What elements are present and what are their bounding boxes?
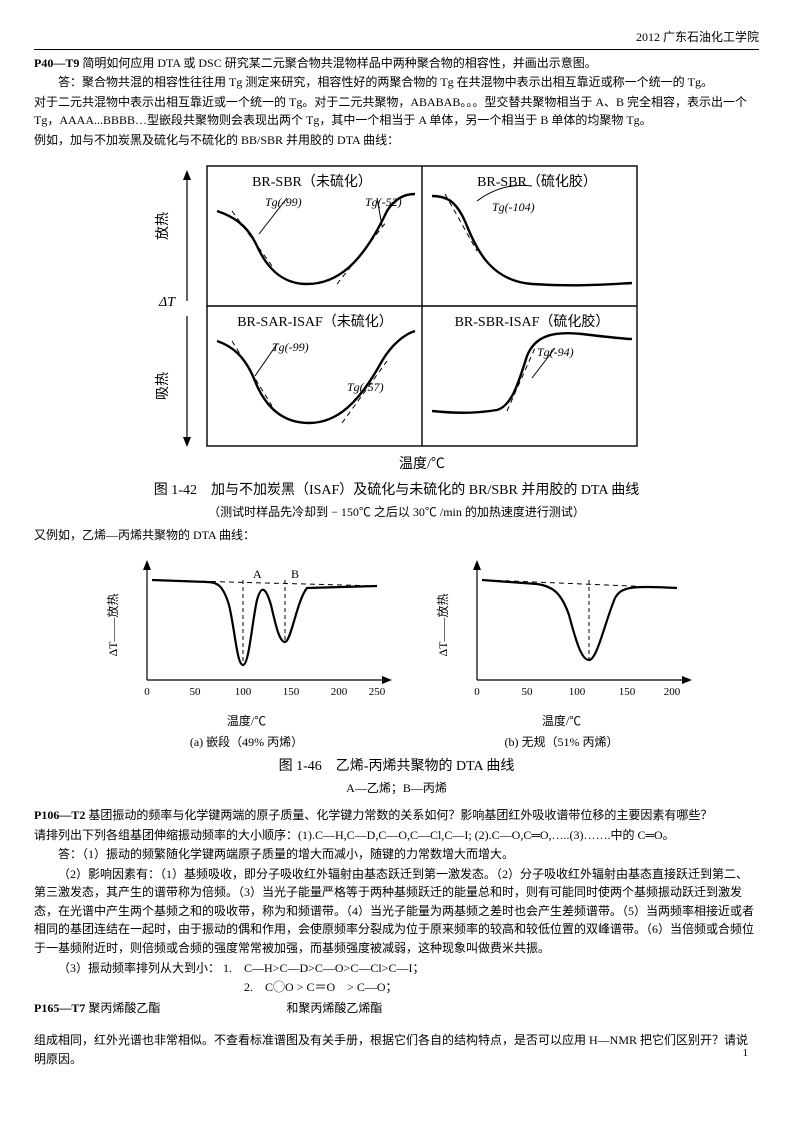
svg-text:100: 100 [568, 686, 585, 698]
fig42-y-bot: 吸热 [155, 372, 171, 400]
fig42-p2-title: BR-SBR（硫化胶） [477, 173, 597, 190]
q1-tag: P40—T9 [34, 56, 79, 70]
figure-1-46: 0 50 100 150 200 250 ΔT——放热 A B 温度/℃ (a)… [34, 550, 759, 751]
fig46-right-caption: (b) 无规（51% 丙烯） [427, 733, 697, 752]
q3-title-b: 和聚丙烯酸乙烯酯 [286, 1001, 382, 1015]
svg-text:100: 100 [234, 686, 251, 698]
q2-a3-1: 1. C—H>C—D>C—O>C—Cl>C—I； [223, 961, 424, 975]
fig42-xlabel: 温度/℃ [399, 456, 445, 472]
fig46-left-caption: (a) 嵌段（49% 丙烯） [97, 733, 397, 752]
q2-a3-lead: （3）振动频率排列从大到小： [34, 959, 220, 978]
fig46-sub: A—乙烯；B—丙烯 [34, 779, 759, 798]
fig46-caption: 图 1-46 乙烯-丙烯共聚物的 DTA 曲线 [34, 756, 759, 778]
fig46-right-xlabel: 温度/℃ [427, 712, 697, 731]
figure-1-42: 放热 ΔT 吸热 BR-SBR（未硫化） Tg(-99) Tg(-52) BR-… [34, 156, 759, 522]
page-header: 2012 广东石油化工学院 [34, 28, 759, 47]
q1-line: P40—T9 简明如何应用 DTA 或 DSC 研究某二元聚合物共混物样品中两种… [34, 54, 759, 73]
fig46-left-xlabel: 温度/℃ [97, 712, 397, 731]
fig42-p4-tg1: Tg(-94) [537, 345, 574, 359]
svg-text:250: 250 [368, 686, 385, 698]
q1-a1: 答：聚合物共混的相容性往往用 Tg 测定来研究，相容性好的两聚合物的 Tg 在共… [34, 73, 759, 92]
header-rule [34, 49, 759, 50]
fig42-p1-tg2: Tg(-52) [365, 195, 402, 209]
fig46-right-svg: 0 50 100 150 200 ΔT——放热 [427, 550, 697, 710]
q2-title: 基团振动的频率与化学键两端的原子质量、化学键力常数的关系如何？影响基团红外吸收谱… [88, 808, 712, 822]
svg-text:50: 50 [189, 686, 201, 698]
q2-a2: （2）影响因素有：（1）基频吸收，即分子吸收红外辐射由基态跃迁到第一激发态。（2… [34, 865, 759, 958]
fig46-left-B: B [291, 567, 299, 581]
q1-a2: 对于二元共混物中表示出相互靠近或一个统一的 Tg。对于二元共聚物，ABABAB。… [34, 93, 759, 130]
fig42-p1-title: BR-SBR（未硫化） [252, 174, 372, 190]
fig42-svg: 放热 ΔT 吸热 BR-SBR（未硫化） Tg(-99) Tg(-52) BR-… [137, 156, 657, 476]
fig42-p3-tg1: Tg(-99) [272, 340, 309, 354]
q2-line: P106—T2 基团振动的频率与化学键两端的原子质量、化学键力常数的关系如何？影… [34, 806, 759, 825]
svg-text:0: 0 [144, 686, 150, 698]
fig42-caption: 图 1-42 加与不加炭黑（ISAF）及硫化与未硫化的 BR/SBR 并用胶的 … [34, 480, 759, 502]
q2-title2: 请排列出下列各组基团伸缩振动频率的大小顺序：(1).C—H,C—D,C—O,C—… [34, 826, 759, 845]
svg-text:150: 150 [282, 686, 299, 698]
q3-line: P165—T7 聚丙烯酸乙酯 和聚丙烯酸乙烯酯 [34, 999, 759, 1018]
fig42-p3-tg2: Tg(-57) [347, 380, 384, 394]
fig42-y-mid: ΔT [157, 295, 175, 310]
svg-text:0: 0 [474, 686, 480, 698]
fig46-left-ylabel: ΔT——放热 [105, 594, 120, 657]
q3-body: 组成相同，红外光谱也非常相似。不查看标准谱图及有关手册，根据它们各自的结构特点，… [34, 1031, 759, 1068]
svg-text:200: 200 [663, 686, 680, 698]
svg-text:50: 50 [521, 686, 533, 698]
fig42-sub: （测试时样品先冷却到 − 150℃ 之后以 30℃ /min 的加热速度进行测试… [34, 503, 759, 522]
fig46-right-ylabel: ΔT——放热 [435, 594, 450, 657]
q3-tag: P165—T7 [34, 1001, 85, 1015]
q2-a1: 答：（1）振动的频繁随化学键两端原子质量的增大而减小，随键的力常数增大而增大。 [34, 845, 759, 864]
fig46-left-A: A [253, 567, 262, 581]
page-number: 1 [743, 1045, 749, 1062]
q2-tag: P106—T2 [34, 808, 85, 822]
q1-title: 简明如何应用 DTA 或 DSC 研究某二元聚合物共混物样品中两种聚合物的相容性… [82, 56, 596, 70]
q1b-line: 又例如，乙烯—丙烯共聚物的 DTA 曲线： [34, 526, 759, 545]
fig46-left-svg: 0 50 100 150 200 250 ΔT——放热 A B [97, 550, 397, 710]
fig42-p4-title: BR-SBR-ISAF（硫化胶） [454, 313, 609, 330]
q2-a3-2: 2. C◯O > C＝O > C—O； [34, 978, 759, 997]
fig42-p2-tg1: Tg(-104) [492, 200, 535, 214]
q2-a3: （3）振动频率排列从大到小： 1. C—H>C—D>C—O>C—Cl>C—I； [34, 959, 759, 978]
svg-text:200: 200 [330, 686, 347, 698]
fig42-y-top: 放热 [155, 212, 171, 240]
svg-text:150: 150 [618, 686, 635, 698]
fig42-p3-title: BR-SAR-ISAF（未硫化） [237, 314, 393, 330]
q1-a3: 例如，加与不加炭黑及硫化与不硫化的 BB/SBR 并用胶的 DTA 曲线： [34, 131, 759, 150]
q3-title-a: 聚丙烯酸乙酯 [88, 1001, 160, 1015]
